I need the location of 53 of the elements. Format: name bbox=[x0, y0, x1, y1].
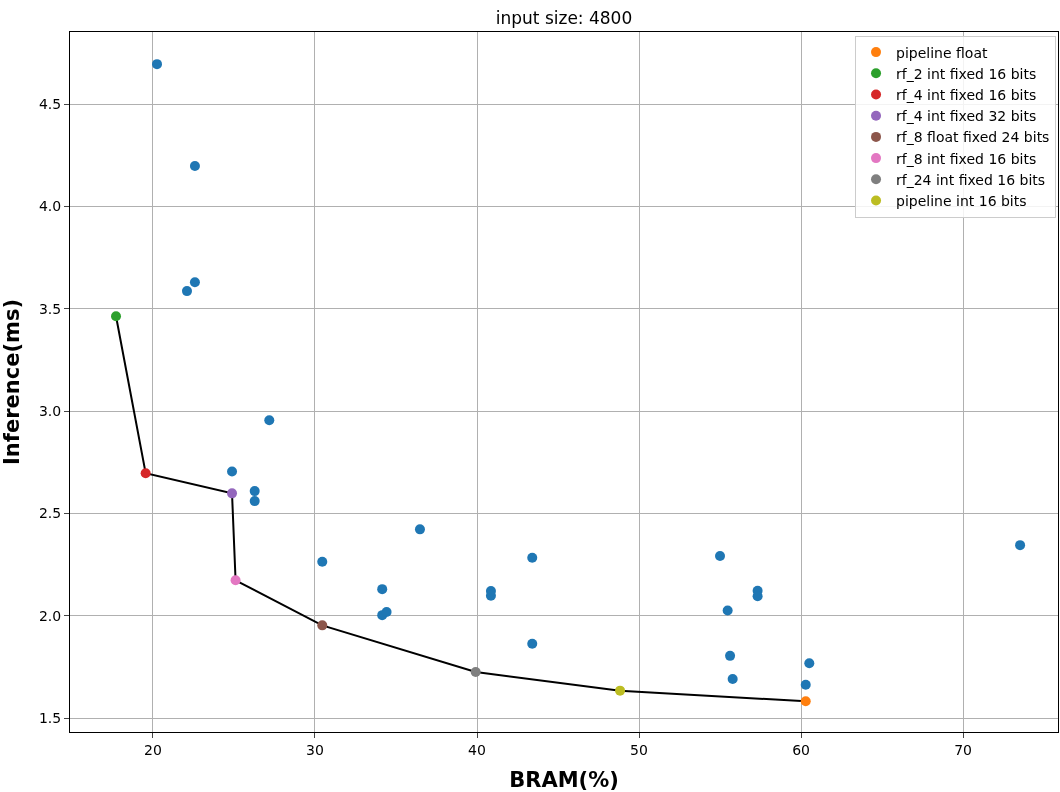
y-tick-label: 4.0 bbox=[38, 198, 62, 215]
legend-label: rf_8 int fixed 16 bits bbox=[896, 150, 1037, 167]
y-tick-label: 3.0 bbox=[38, 402, 62, 419]
x-tick-label: 40 bbox=[468, 741, 486, 758]
point bbox=[615, 685, 626, 696]
point bbox=[722, 605, 733, 616]
x-tick-label: 30 bbox=[306, 741, 324, 758]
x-tick-label: 70 bbox=[954, 741, 972, 758]
y-tick-label: 2.5 bbox=[38, 505, 62, 522]
point bbox=[414, 524, 425, 535]
legend-label: pipeline float bbox=[896, 44, 988, 61]
point bbox=[189, 277, 200, 288]
point bbox=[381, 607, 392, 618]
point bbox=[140, 468, 151, 479]
point bbox=[715, 550, 726, 561]
y-tick-label: 4.5 bbox=[38, 95, 62, 112]
point bbox=[804, 658, 815, 669]
point bbox=[264, 415, 275, 426]
x-tick-label: 20 bbox=[144, 741, 162, 758]
legend-label: rf_2 int fixed 16 bits bbox=[896, 65, 1037, 82]
point bbox=[800, 696, 811, 707]
y-tick-label: 3.5 bbox=[38, 300, 62, 317]
point bbox=[527, 638, 538, 649]
point bbox=[249, 496, 260, 507]
point bbox=[227, 488, 238, 499]
y-tick-label: 1.5 bbox=[38, 709, 62, 726]
point bbox=[1015, 540, 1026, 551]
legend-label: rf_24 int fixed 16 bits bbox=[896, 171, 1046, 188]
legend-label: rf_8 float fixed 24 bits bbox=[896, 129, 1050, 146]
x-tick-label: 50 bbox=[630, 741, 648, 758]
point bbox=[527, 552, 538, 563]
point bbox=[189, 161, 200, 172]
point bbox=[317, 620, 328, 631]
x-tick-label: 60 bbox=[792, 741, 810, 758]
y-tick-label: 2.0 bbox=[38, 607, 62, 624]
point bbox=[725, 650, 736, 661]
y-axis-title: Inference(ms) bbox=[0, 299, 24, 465]
point bbox=[249, 486, 260, 497]
point bbox=[152, 59, 162, 70]
point bbox=[230, 575, 241, 586]
legend-label: rf_4 int fixed 16 bits bbox=[896, 86, 1037, 103]
chart-title: input size: 4800 bbox=[495, 7, 633, 28]
legend-label: pipeline int 16 bits bbox=[896, 192, 1027, 209]
point bbox=[317, 556, 328, 567]
point bbox=[181, 286, 192, 297]
point bbox=[470, 667, 481, 678]
point bbox=[727, 673, 738, 684]
point bbox=[111, 311, 122, 322]
point bbox=[377, 584, 388, 595]
point bbox=[800, 679, 811, 690]
point bbox=[227, 466, 238, 477]
x-axis-title: BRAM(%) bbox=[509, 768, 619, 792]
legend-label: rf_4 int fixed 32 bits bbox=[896, 108, 1037, 125]
